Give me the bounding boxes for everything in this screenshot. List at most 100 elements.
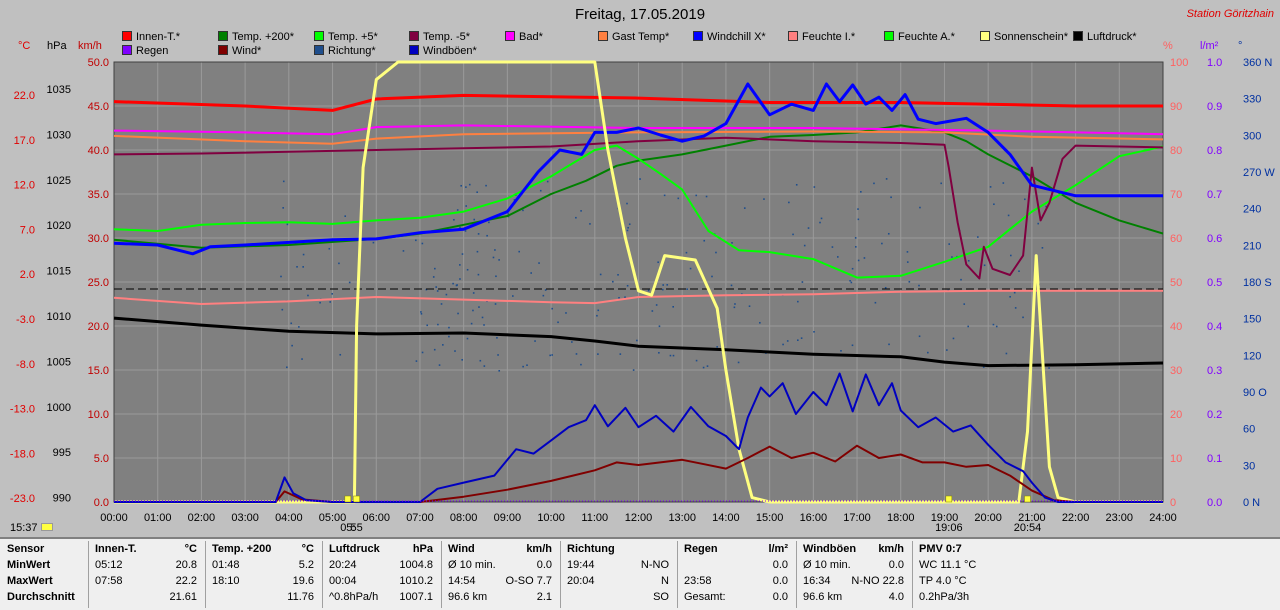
legend-label: Temp. +200* [232,31,295,43]
direction-point [301,358,303,360]
direction-point [977,236,979,238]
direction-point [919,206,921,209]
x-tick-label: 09:00 [494,512,522,524]
direction-point [836,256,839,258]
direction-point [307,294,309,297]
stats-cell-value: N-NO [640,559,669,571]
wind-tick-label: 40.0 [88,145,109,157]
direction-point [628,223,631,226]
temp-tick-label: -3.0 [16,314,35,326]
direction-point [734,303,736,305]
direction-point [857,259,860,262]
stats-cell-value: 0.0 [772,575,788,587]
series-line [114,372,1163,503]
direction-point [795,183,798,186]
direction-point [792,233,794,236]
rain-tick-label: 0.7 [1207,189,1222,201]
direction-point [421,242,424,245]
direction-point [1013,291,1016,294]
stats-cell-value: 1007.1 [399,591,433,603]
direction-point [1009,295,1011,298]
direction-point [298,326,300,328]
direction-point [488,221,490,224]
series-line [114,444,1163,503]
direction-point [522,365,524,368]
stats-cell-time: Ø 10 min. [803,559,851,571]
x-tick-label: 18:00 [887,512,915,524]
direction-point [571,341,573,343]
stats-row-label: MaxWert [7,575,53,587]
direction-point [420,312,423,315]
station-name: Station Göritzhain [1186,8,1274,20]
x-tick-label: 15:00 [756,512,784,524]
x-tick-label: 00:00 [100,512,128,524]
legend-item: Wind* [218,45,261,58]
pressure-tick-label: 995 [53,447,71,459]
direction-point [863,257,866,259]
direction-point [280,275,282,278]
direction-point [669,354,672,357]
stats-cell-time: 20:04 [567,575,595,587]
humidity-tick-label: 60 [1170,233,1182,245]
direction-point [539,189,542,192]
direction-point [348,281,351,284]
stats-cell-value: N-NO 22.8 [851,575,904,587]
direction-point [715,251,717,254]
direction-point [617,274,619,276]
direction-point [281,308,284,311]
direction-point [689,267,692,270]
direction-point [339,353,342,356]
direction-point [887,232,890,235]
legend-label: Innen-T.* [136,31,181,43]
legend-label: Luftdruck* [1087,31,1137,43]
direction-point [840,350,842,352]
direction-point [890,196,892,199]
rain-tick-label: 0.4 [1207,321,1222,333]
direction-point [526,364,528,366]
temp-tick-label: 2.0 [20,269,35,281]
stats-cell-value: 11.76 [287,591,314,603]
stats-cell-value: 20.8 [175,559,197,571]
stats-cell-time: ^0.8hPa/h [329,591,379,603]
direction-point [626,202,628,205]
direction-tick-label: 150 [1243,314,1261,326]
pressure-tick-label: 1000 [47,402,71,414]
direction-point [557,321,559,324]
direction-point [302,266,304,268]
series-line [113,144,1164,279]
direction-point [485,184,487,187]
direction-point [486,234,488,237]
direction-point [286,366,288,369]
direction-point [282,180,285,183]
direction-point [813,331,815,333]
direction-point [743,207,746,209]
direction-point [415,360,418,362]
direction-tick-label: 180 S [1243,277,1272,289]
pressure-tick-label: 1030 [47,129,71,141]
series-line [113,136,1164,280]
x-tick-label: 05:00 [319,512,347,524]
series-line [113,316,1164,368]
direction-tick-label: 360 N [1243,57,1272,69]
wind-tick-label: 0.0 [94,497,109,509]
x-tick-label: 08:00 [450,512,478,524]
direction-point [286,223,289,226]
temp-tick-label: 17.0 [14,135,35,147]
direction-point [483,324,485,326]
temp-tick-label: -23.0 [10,493,35,505]
legend-swatch [980,31,990,41]
direction-point [282,207,284,209]
stats-column-unit: km/h [878,543,904,555]
stats-cell-time: 0.2hPa/3h [919,591,970,603]
direction-point [989,186,992,188]
wind-tick-label: 5.0 [94,453,109,465]
direction-point [626,284,629,287]
wind-tick-label: 10.0 [88,409,109,421]
rain-tick-label: 0.2 [1207,409,1222,421]
statistics-panel: Sensor MinWert MaxWert Durchschnitt Innen-T.… [0,537,1280,610]
legend-label: Richtung* [328,45,376,57]
direction-point [415,239,417,242]
legend-item: Windchill X* [693,31,766,44]
direction-point [1024,198,1026,201]
direction-point [549,354,551,357]
